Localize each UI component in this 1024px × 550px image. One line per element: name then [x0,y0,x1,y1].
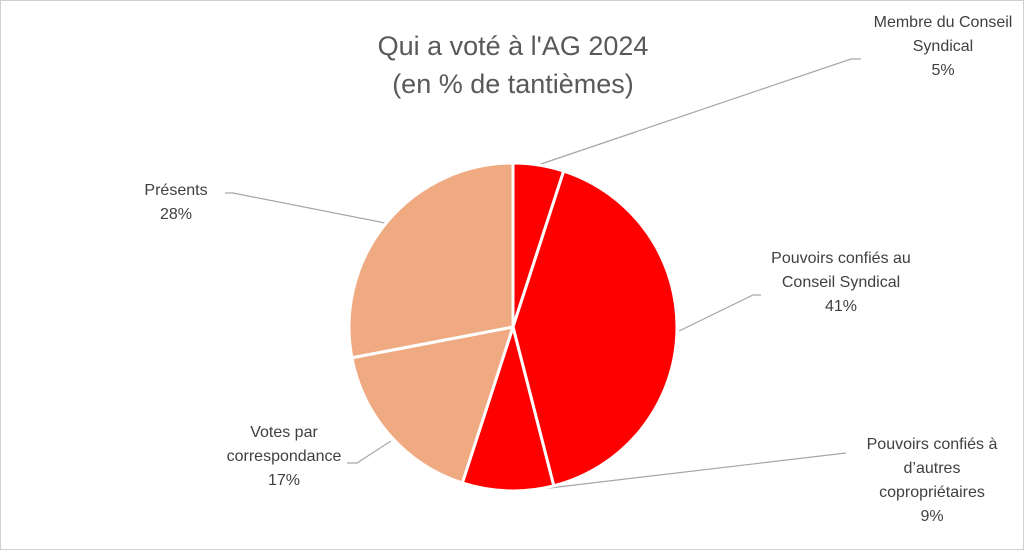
value-label: 9% [920,508,944,525]
title-line: Qui a voté à l'AG 2024 [377,31,649,61]
category-label: Présents [144,182,208,199]
leader-line [347,440,392,464]
pie-slice [347,161,515,360]
category-label: Pouvoirs confiés au Conseil Syndical [771,250,911,291]
leader-line [540,452,847,490]
category-label: Membre du Conseil Syndical [873,14,1013,55]
value-label: 41% [824,298,858,315]
data-label: Votes par correspondance 17% [219,421,349,493]
category-label: Pouvoirs confiés à d’autres copropriétai… [866,436,998,501]
data-label: Pouvoirs confiés à d’autres copropriétai… [849,433,1015,529]
value-label: 17% [267,472,301,489]
pie-slice [460,325,556,493]
leader-line [225,192,386,224]
leader-line [678,294,761,332]
category-label: Votes par correspondance [226,424,342,465]
pie-slice [350,325,515,485]
pie-slice [511,169,679,488]
leader-line [537,58,861,166]
value-label: 5% [931,62,955,79]
chart-title: Qui a voté à l'AG 2024 (en % de tantième… [263,27,763,103]
title-line: (en % de tantièmes) [392,69,634,99]
leader-lines [225,58,861,490]
value-label: 28% [159,206,193,223]
data-label: Présents 28% [126,179,226,227]
data-label: Membre du Conseil Syndical 5% [863,11,1023,83]
data-label: Pouvoirs confiés au Conseil Syndical 41% [756,247,926,319]
slices [347,161,679,493]
